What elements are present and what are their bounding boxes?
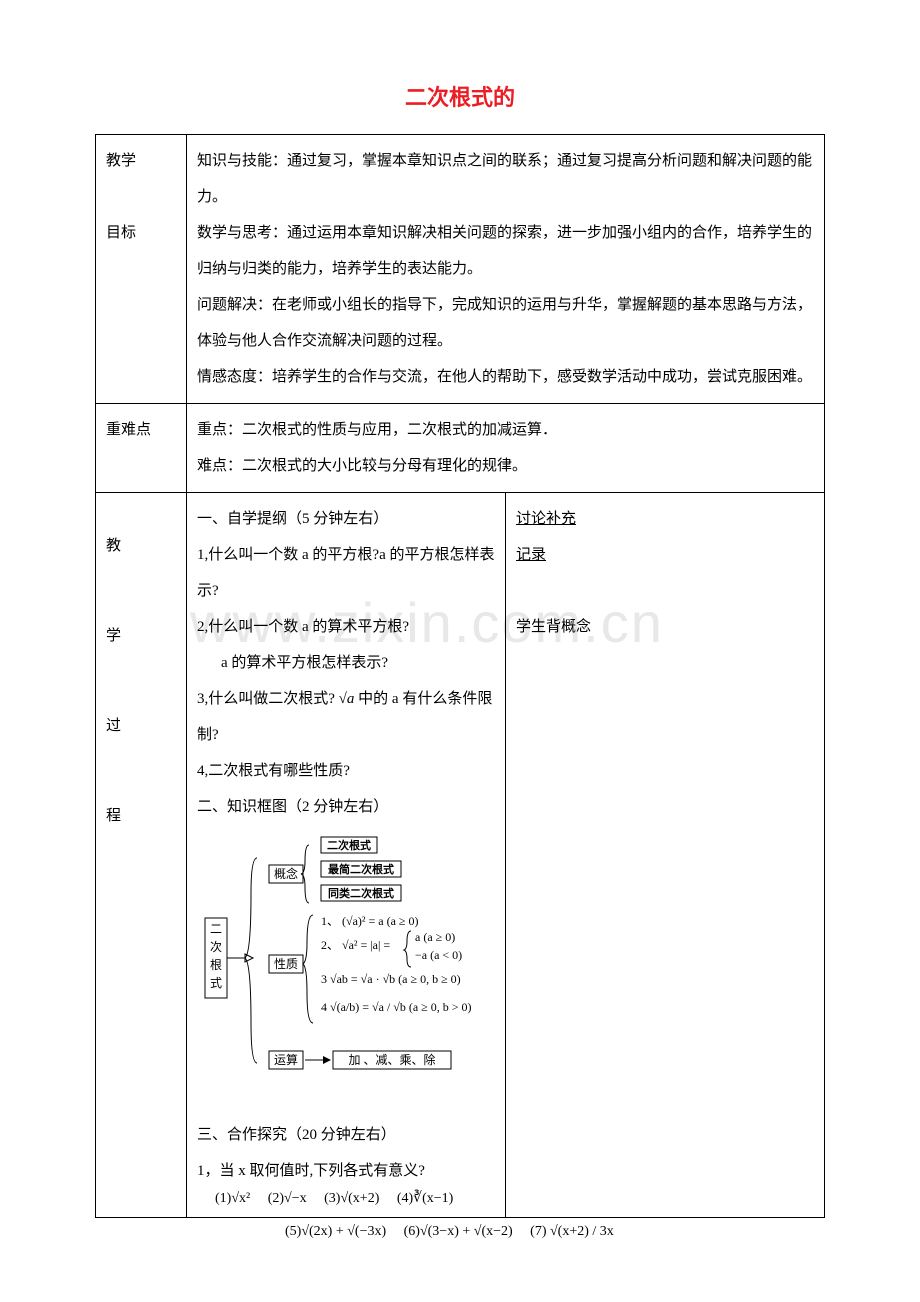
- q3-pre: 3,什么叫做二次根式?: [197, 691, 339, 707]
- expr-7: (7) √(x+2) / 3x: [530, 1224, 614, 1239]
- explore1: 1，当 x 取何值时,下列各式有意义?: [197, 1153, 495, 1189]
- q2b: a 的算术平方根怎样表示?: [197, 645, 495, 681]
- goals-line-1: 知识与技能：通过复习，掌握本章知识点之间的联系；通过复习提高分析问题和解决问题的…: [197, 153, 812, 205]
- row-goals-content: 知识与技能：通过复习，掌握本章知识点之间的联系；通过复习提高分析问题和解决问题的…: [187, 135, 825, 404]
- expr-row2: (5)√(2x) + √(−3x) (6)√(3−x) + √(x−2) (7)…: [285, 1222, 825, 1242]
- diagram-root-1: 二: [210, 922, 222, 936]
- diagram-concept-3: 同类二次根式: [328, 886, 394, 900]
- goals-line-4: 情感态度：培养学生的合作与交流，在他人的帮助下，感受数学活动中成功，尝试克服困难…: [197, 369, 812, 385]
- row-process-label: 教学过程: [96, 493, 187, 1218]
- diagram-prop-4: 4 √(a/b) = √a / √b (a ≥ 0, b > 0): [321, 1000, 472, 1014]
- side-discuss: 讨论补充: [516, 511, 576, 527]
- diagram-prop-1: 1、 (√a)² = a (a ≥ 0): [321, 914, 419, 928]
- diagram-prop-2c: −a (a < 0): [415, 948, 462, 962]
- expr-4: (4)∛(x−1): [397, 1191, 453, 1206]
- diagram-prop-2b: a (a ≥ 0): [415, 930, 455, 944]
- expr-2: (2)√−x: [268, 1191, 307, 1206]
- expr-5: (5)√(2x) + √(−3x): [285, 1224, 386, 1239]
- expr-1: (1)√x²: [215, 1191, 250, 1206]
- section1-title: 一、自学提纲（5 分钟左右）: [197, 501, 495, 537]
- q3-expr: √a: [339, 691, 355, 707]
- diagram-operation-text: 加 、减、乘、除: [348, 1052, 435, 1067]
- row-keypoints-label: 重难点: [96, 404, 187, 493]
- section2-title: 二、知识框图（2 分钟左右）: [197, 789, 495, 825]
- diagram-prop-2a: 2、 √a² = |a| =: [321, 938, 390, 952]
- goals-line-2: 数学与思考：通过运用本章知识解决相关问题的探索，进一步加强小组内的合作，培养学生…: [197, 225, 812, 277]
- q2: 2,什么叫一个数 a 的算术平方根?: [197, 609, 495, 645]
- q4: 4,二次根式有哪些性质?: [197, 753, 495, 789]
- row-keypoints-content: 重点：二次根式的性质与应用，二次根式的加减运算． 难点：二次根式的大小比较与分母…: [187, 404, 825, 493]
- keypoints-line-1: 重点：二次根式的性质与应用，二次根式的加减运算．: [197, 422, 557, 438]
- knowledge-diagram: 二 次 根 式 概念: [197, 833, 495, 1097]
- side-note1: 学生背概念: [516, 619, 591, 635]
- diagram-root-3: 根: [210, 958, 222, 972]
- diagram-operation-label: 运算: [274, 1052, 298, 1067]
- diagram-concept-1: 二次根式: [327, 838, 371, 852]
- goals-line-3: 问题解决：在老师或小组长的指导下，完成知识的运用与升华，掌握解题的基本思路与方法…: [197, 297, 812, 349]
- expr-row1: (1)√x² (2)√−x (3)√(x+2) (4)∛(x−1): [215, 1189, 495, 1209]
- expr-6: (6)√(3−x) + √(x−2): [404, 1224, 513, 1239]
- section3-title: 三、合作探究（20 分钟左右）: [197, 1117, 495, 1153]
- keypoints-line-2: 难点：二次根式的大小比较与分母有理化的规律。: [197, 458, 527, 474]
- expr-3: (3)√(x+2): [324, 1191, 379, 1206]
- diagram-prop-3: 3 √ab = √a · √b (a ≥ 0, b ≥ 0): [321, 972, 461, 986]
- diagram-concept-label: 概念: [274, 866, 298, 881]
- row-process-content: 一、自学提纲（5 分钟左右） 1,什么叫一个数 a 的平方根?a 的平方根怎样表…: [187, 493, 506, 1218]
- diagram-root-4: 式: [210, 976, 222, 990]
- diagram-property-label: 性质: [274, 957, 298, 971]
- q1: 1,什么叫一个数 a 的平方根?a 的平方根怎样表示?: [197, 537, 495, 609]
- diagram-root-2: 次: [210, 940, 222, 954]
- row-goals-label: 教学目标: [96, 135, 187, 404]
- main-table: 教学目标 知识与技能：通过复习，掌握本章知识点之间的联系；通过复习提高分析问题和…: [95, 134, 825, 1218]
- q3: 3,什么叫做二次根式? √a 中的 a 有什么条件限制?: [197, 681, 495, 753]
- page-title: 二次根式的: [95, 80, 825, 112]
- side-record: 记录: [516, 547, 546, 563]
- diagram-concept-2: 最简二次根式: [328, 862, 394, 876]
